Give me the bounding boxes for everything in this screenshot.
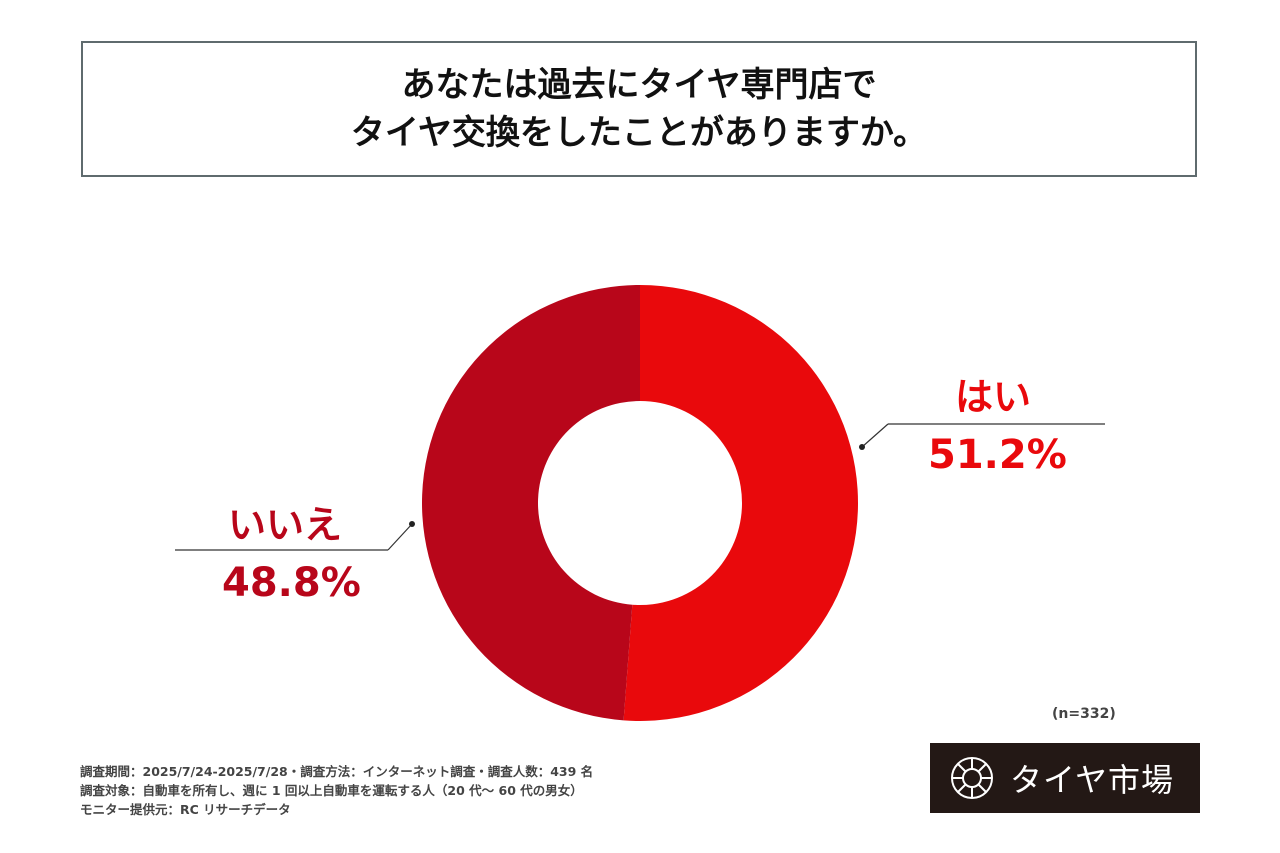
brand-logo: タイヤ市場: [930, 743, 1200, 813]
leader-no-dot: [409, 521, 415, 527]
title-line-1: あなたは過去にタイヤ専門店で: [401, 65, 877, 105]
leader-yes-dot: [859, 444, 865, 450]
survey-footnote: 調査期間：2025/7/24-2025/7/28・調査方法：インターネット調査・…: [80, 762, 593, 819]
tire-icon: [951, 757, 993, 799]
donut-slice-1: [422, 285, 640, 721]
footnote-line: 調査対象：自動車を所有し、週に 1 回以上自動車を運転する人（20 代～ 60 …: [80, 783, 583, 798]
footnote-line: モニター提供元：RC リサーチデータ: [80, 802, 291, 817]
label-no: いいえ: [228, 503, 343, 547]
logo-text: タイヤ市場: [1010, 761, 1175, 799]
leader-yes: [861, 423, 889, 448]
label-yes: はい: [955, 375, 1032, 419]
leader-no: [387, 523, 413, 551]
title-line-2: タイヤ交換をしたことがありますか。: [350, 113, 928, 153]
title-box: あなたは過去にタイヤ専門店で タイヤ交換をしたことがありますか。: [81, 41, 1197, 177]
footnote-line: 調査期間：2025/7/24-2025/7/28・調査方法：インターネット調査・…: [80, 764, 594, 779]
donut-slice-0: [623, 285, 859, 721]
sample-size: (n=332): [1052, 706, 1116, 722]
value-yes: 51.2%: [928, 432, 1067, 478]
value-no: 48.8%: [222, 560, 361, 606]
